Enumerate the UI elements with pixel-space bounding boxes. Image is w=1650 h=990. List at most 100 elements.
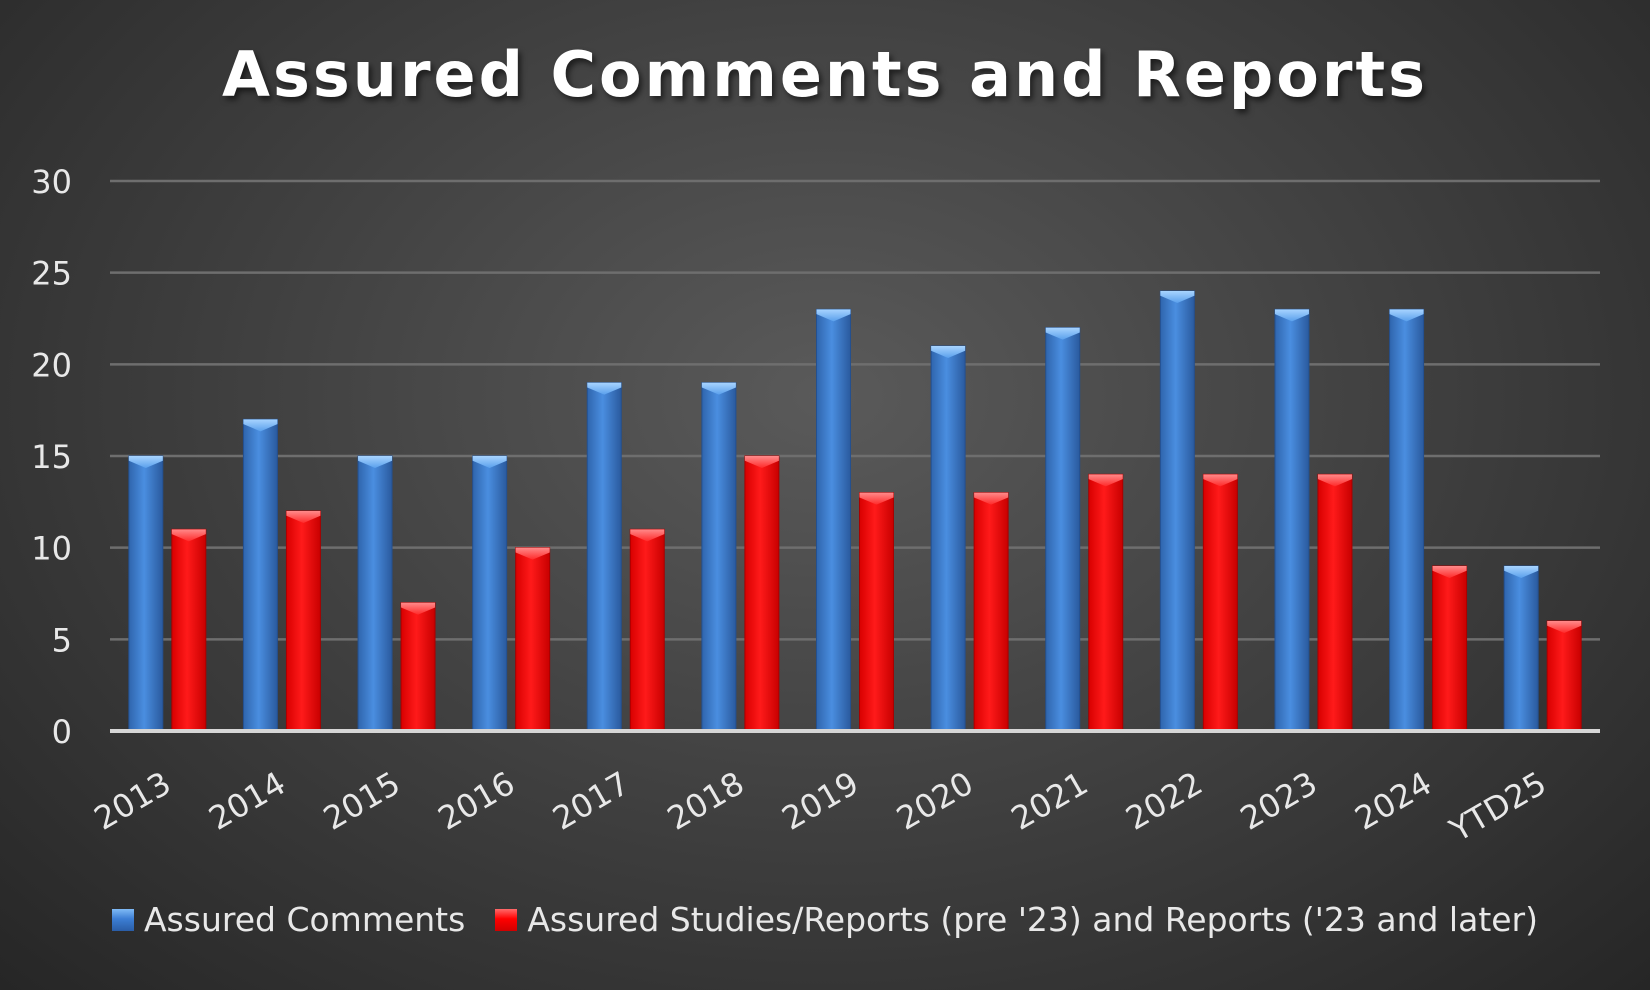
bar-bevel (358, 456, 393, 468)
bar-assured-comments (701, 382, 737, 732)
bar-bevel (1389, 309, 1424, 322)
bar-assured-comments (1045, 327, 1081, 732)
bar-body (1389, 308, 1425, 732)
y-tick-label: 20 (31, 346, 72, 384)
bar-bevel (1317, 474, 1352, 487)
bar-body (629, 528, 665, 732)
bar-body (171, 528, 207, 732)
bar-body (128, 455, 164, 732)
bar-assured-comments (357, 455, 393, 732)
x-tick-label: 2018 (661, 764, 751, 838)
bar-body (472, 455, 508, 732)
x-tick-label: 2013 (88, 764, 178, 838)
bar-assured-comments (242, 418, 278, 732)
bar-body (1274, 308, 1310, 732)
x-tick-label: 2016 (432, 764, 522, 838)
bar-assured-reports (1432, 565, 1468, 732)
y-axis-ticks: 0 5 10 15 20 25 30 (31, 163, 72, 751)
bar-bevel (515, 547, 550, 560)
x-tick-label: 2015 (317, 764, 407, 838)
y-tick-label: 0 (52, 713, 72, 751)
gridlines (110, 179, 1600, 641)
x-axis-ticks: 2013 2014 2015 2016 2017 2018 2019 2020 2021 2022… (88, 764, 1553, 850)
bar-body (973, 492, 1009, 732)
bar-assured-comments (1503, 565, 1539, 732)
bar-assured-reports (1317, 473, 1353, 732)
bar-assured-reports (171, 528, 207, 732)
bar-bevel (171, 529, 206, 542)
x-tick-label: 2022 (1119, 764, 1209, 838)
bar-bevel (1432, 566, 1467, 578)
chart-title: Assured Comments and Reports (222, 38, 1428, 111)
bar-bevel (1504, 566, 1539, 578)
bar-bevel (128, 456, 163, 468)
legend-item-assured-comments: Assured Comments (111, 900, 466, 939)
bar-body (400, 602, 436, 732)
bar-body (930, 345, 966, 732)
bar-body (1202, 473, 1238, 732)
bar-bevel (1160, 291, 1195, 303)
bar-bevel (974, 492, 1009, 505)
bar-body (515, 547, 551, 732)
bar-assured-comments (586, 382, 622, 732)
bar-assured-comments (816, 308, 851, 732)
bar-body (1432, 565, 1468, 732)
bar-assured-reports (285, 510, 321, 732)
y-tick-label: 25 (31, 255, 72, 293)
bar-bevel (1547, 621, 1582, 633)
bar-assured-comments (472, 455, 508, 732)
bar-assured-comments (1389, 308, 1425, 732)
bar-bevel (931, 346, 966, 358)
bar-bevel (744, 456, 779, 468)
bar-body (1045, 327, 1081, 732)
bar-bevel (401, 602, 436, 615)
bar-bevel (243, 419, 278, 432)
bar-bevel (859, 492, 894, 505)
bar-body (586, 382, 622, 732)
x-tick-label: 2023 (1234, 764, 1324, 838)
legend-item-assured-reports: Assured Studies/Reports (pre '23) and Re… (495, 900, 1538, 939)
bar-assured-comments (1159, 290, 1195, 732)
y-tick-label: 15 (31, 438, 72, 476)
bar-assured-reports (1088, 473, 1124, 732)
bar-body (816, 308, 851, 732)
bar-body (285, 510, 321, 732)
bar-body (242, 418, 278, 732)
x-tick-label: 2021 (1005, 764, 1095, 838)
x-tick-label: 2019 (775, 764, 865, 838)
bar-assured-comments (128, 455, 164, 732)
bar-body (744, 455, 780, 732)
bar-assured-comments (1274, 308, 1310, 732)
bar-assured-reports (859, 492, 894, 732)
bar-bevel (1203, 474, 1238, 487)
bars (128, 290, 1582, 732)
legend-swatch-blue (111, 908, 134, 931)
bar-bevel (630, 529, 665, 542)
bar-body (357, 455, 393, 732)
bar-assured-reports (1546, 620, 1582, 732)
bar-bevel (1274, 309, 1309, 322)
bar-bevel (1088, 474, 1123, 487)
bar-bevel (472, 456, 507, 468)
bar-assured-reports (400, 602, 436, 732)
bar-body (1546, 620, 1582, 732)
legend-label: Assured Comments (143, 900, 466, 939)
bar-body (701, 382, 737, 732)
y-tick-label: 5 (52, 621, 72, 659)
y-tick-label: 30 (31, 163, 72, 201)
bar-bevel (816, 309, 851, 322)
bar-body (1503, 565, 1539, 732)
bar-bevel (587, 382, 622, 395)
x-tick-label: 2017 (546, 764, 636, 838)
bar-assured-reports (744, 455, 780, 732)
x-tick-label: 2014 (202, 764, 292, 838)
legend-swatch-red (495, 908, 518, 931)
bar-body (1317, 473, 1353, 732)
bar-body (859, 492, 894, 732)
bar-bevel (1045, 327, 1080, 340)
x-tick-label: 2020 (890, 764, 980, 838)
bar-bevel (286, 511, 321, 523)
y-tick-label: 10 (31, 530, 72, 568)
